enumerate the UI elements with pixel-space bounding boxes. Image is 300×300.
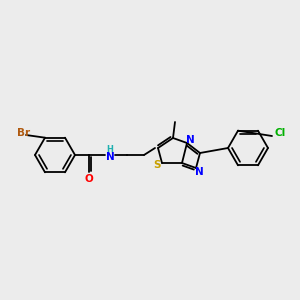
- Text: N: N: [195, 167, 203, 177]
- Text: H: H: [106, 146, 113, 154]
- Text: S: S: [153, 160, 161, 170]
- Text: N: N: [186, 135, 194, 145]
- Text: N: N: [106, 152, 114, 162]
- Text: Cl: Cl: [274, 128, 286, 138]
- Text: Br: Br: [17, 128, 31, 138]
- Text: O: O: [85, 174, 93, 184]
